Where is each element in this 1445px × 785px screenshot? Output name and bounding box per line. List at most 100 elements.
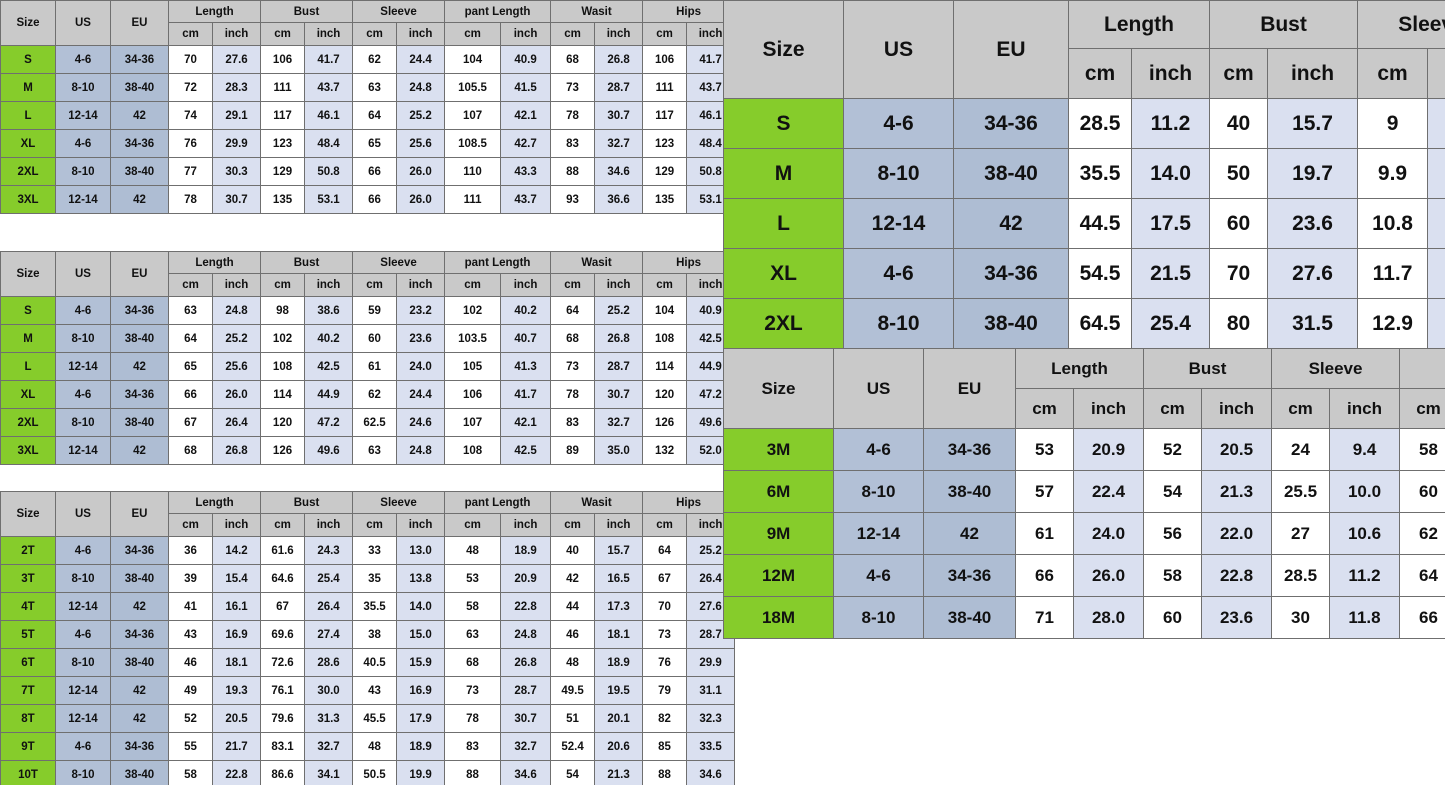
cell-inch: 42.1 bbox=[500, 101, 552, 130]
table-row: 3XL 12-14 42 78 30.7 135 53.1 66 26.0 111 43.7 93 36… bbox=[0, 185, 736, 214]
cell-inch: 13.8 bbox=[396, 564, 446, 593]
cell-us: 4-6 bbox=[55, 620, 111, 649]
cell-eu: 38-40 bbox=[110, 324, 169, 353]
cell-eu: 38-40 bbox=[923, 470, 1016, 513]
cell-cm: 50.5 bbox=[352, 760, 398, 785]
column-header-eu: EU bbox=[923, 348, 1016, 429]
column-group-header: pant Length bbox=[444, 491, 552, 514]
cell-inch: 42.5 bbox=[500, 436, 552, 465]
cell-us: 12-14 bbox=[55, 436, 111, 465]
cell-inch: 30.7 bbox=[500, 704, 552, 733]
cell-cm: 28.5 bbox=[1068, 98, 1132, 149]
cell-cm: 38 bbox=[352, 620, 398, 649]
cell-inch: 20.5 bbox=[1201, 428, 1272, 471]
cell-inch: 43.3 bbox=[500, 157, 552, 186]
cell-inch: 42.5 bbox=[304, 352, 354, 381]
column-header-eu: EU bbox=[953, 0, 1069, 99]
cell-cm: 78 bbox=[444, 704, 502, 733]
cell-cm: 88 bbox=[444, 760, 502, 785]
cell-cm: 50 bbox=[1209, 148, 1269, 199]
cell-cm: 33 bbox=[352, 536, 398, 565]
cell-cm: 73 bbox=[550, 73, 596, 102]
cell-eu: 38-40 bbox=[953, 298, 1069, 349]
cell-inch: 26.0 bbox=[1073, 554, 1144, 597]
cell-inch: 21.7 bbox=[211, 732, 262, 761]
unit-header-cm: cm bbox=[550, 22, 596, 46]
column-group-header: Length bbox=[167, 0, 262, 23]
size-table-3-container: Size US EU Length Bust Sleeve pant Length Wasit… bbox=[0, 491, 736, 785]
table-header-row-units: cm inch cm inch cm inch cm inch cm inch cm inch bbox=[1, 273, 736, 297]
cell-cm: 68 bbox=[550, 45, 596, 74]
unit-header-cm: cm bbox=[642, 273, 688, 297]
cell-size: 18M bbox=[723, 596, 834, 639]
cell-inch: 28.7 bbox=[500, 676, 552, 705]
cell-inch: 24.6 bbox=[396, 408, 446, 437]
cell-inch: 24.8 bbox=[211, 296, 262, 325]
column-group-header: Hips bbox=[642, 251, 736, 274]
cell-cm: 120 bbox=[642, 380, 688, 409]
cell-cm: 62.5 bbox=[352, 408, 398, 437]
unit-header-inch: inch bbox=[396, 273, 446, 297]
cell-cm: 108.5 bbox=[444, 129, 502, 158]
table-row: M 8-10 38-40 64 25.2 102 40.2 60 23.6 103.5 40.7 68… bbox=[0, 324, 736, 353]
cell-cm: 52 bbox=[1143, 428, 1202, 471]
cell-inch: 26.4 bbox=[304, 592, 354, 621]
cell-eu: 42 bbox=[923, 512, 1016, 555]
cell-eu: 42 bbox=[953, 198, 1069, 249]
cell-inch: 41.7 bbox=[500, 380, 552, 409]
cell-inch: 34.6 bbox=[500, 760, 552, 785]
cell-inch: 26.4 bbox=[211, 408, 262, 437]
cell-cm: 58 bbox=[444, 592, 502, 621]
cell-us: 12-14 bbox=[843, 198, 954, 249]
cell-cm: 83 bbox=[444, 732, 502, 761]
cell-inch: 29.1 bbox=[211, 101, 262, 130]
cell-cm: 120 bbox=[260, 408, 306, 437]
unit-header-cm: cm bbox=[260, 22, 306, 46]
cell-inch: 30.3 bbox=[211, 157, 262, 186]
size-table-1-container: Size US EU Length Bust Sleeve pant Length Wasit… bbox=[0, 0, 736, 214]
cell-inch: 4.3 bbox=[1427, 198, 1445, 249]
cell-inch: 15.9 bbox=[396, 648, 446, 677]
cell-inch: 26.8 bbox=[211, 436, 262, 465]
cell-cm: 48 bbox=[550, 648, 596, 677]
cell-cm: 73 bbox=[444, 676, 502, 705]
cell-inch: 11.8 bbox=[1328, 596, 1401, 639]
column-group-header: Sleeve bbox=[1270, 348, 1401, 389]
cell-inch: 41.5 bbox=[500, 73, 552, 102]
column-header-eu: EU bbox=[110, 491, 169, 537]
cell-cm: 62 bbox=[352, 380, 398, 409]
cell-cm: 63 bbox=[352, 73, 398, 102]
cell-cm: 76 bbox=[642, 648, 688, 677]
cell-inch: 17.5 bbox=[1130, 198, 1211, 249]
cell-inch: 17.3 bbox=[594, 592, 644, 621]
cell-cm: 104 bbox=[444, 45, 502, 74]
cell-eu: 38-40 bbox=[110, 157, 169, 186]
column-header-eu: EU bbox=[110, 0, 169, 46]
cell-inch: 19.3 bbox=[211, 676, 262, 705]
cell-us: 4-6 bbox=[55, 296, 111, 325]
cell-cm: 89 bbox=[550, 436, 596, 465]
cell-cm: 27 bbox=[1271, 512, 1330, 555]
cell-cm: 52 bbox=[168, 704, 213, 733]
cell-inch: 26.8 bbox=[500, 648, 552, 677]
cell-inch: 28.7 bbox=[594, 73, 644, 102]
size-table-4-container: SizeUSEULengthBustSleevecminchcminchcmin… bbox=[723, 0, 1445, 349]
cell-cm: 107 bbox=[444, 408, 502, 437]
cell-cm: 54 bbox=[1143, 470, 1202, 513]
table-header-row-groups: Size US EU Length Bust Sleeve pant Length Wasit… bbox=[0, 0, 736, 46]
cell-cm: 129 bbox=[260, 157, 306, 186]
unit-header-inch: inch bbox=[1201, 388, 1272, 429]
cell-inch: 25.2 bbox=[594, 296, 644, 325]
cell-cm: 62 bbox=[352, 45, 398, 74]
table-row: 3T 8-10 38-40 39 15.4 64.6 25.4 35 13.8 53 20.9 42 1… bbox=[0, 564, 736, 593]
cell-inch: 27.6 bbox=[211, 45, 262, 74]
cell-inch: 11.2 bbox=[1130, 98, 1211, 149]
cell-inch: 50.8 bbox=[304, 157, 354, 186]
cell-cm: 72.6 bbox=[260, 648, 306, 677]
cell-inch: 25.4 bbox=[304, 564, 354, 593]
cell-cm: 35.5 bbox=[352, 592, 398, 621]
cell-size: M bbox=[723, 148, 844, 199]
